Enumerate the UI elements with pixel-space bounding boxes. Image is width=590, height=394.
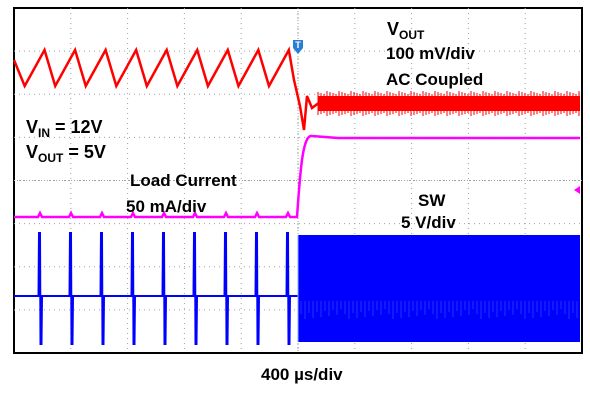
vout-label: VOUT: [387, 19, 425, 42]
vout-coupling-label: AC Coupled: [386, 70, 484, 89]
trigger-marker-label: T: [295, 40, 301, 50]
load-current-label: Load Current: [130, 171, 237, 190]
load-current-trace: [14, 134, 580, 219]
sw-trace-texture: [300, 301, 578, 319]
vout-scale-label: 100 mV/div: [386, 44, 475, 63]
sw-trace-continuous: [298, 235, 580, 342]
trigger-marker-icon: [293, 40, 303, 54]
vout-ripple-noise: [317, 91, 580, 116]
vout-trace: [12, 46, 321, 131]
sw-scale-label: 5 V/div: [401, 213, 456, 232]
load-level-marker-icon: [574, 186, 580, 194]
sw-label: SW: [418, 191, 446, 210]
sw-trace-burst: [14, 232, 298, 345]
load-scale-label: 50 mA/div: [126, 197, 207, 216]
vin-condition-label: VIN = 12V: [26, 117, 103, 140]
timebase-label: 400 µs/div: [261, 365, 343, 384]
vout-condition-label: VOUT = 5V: [26, 142, 106, 165]
